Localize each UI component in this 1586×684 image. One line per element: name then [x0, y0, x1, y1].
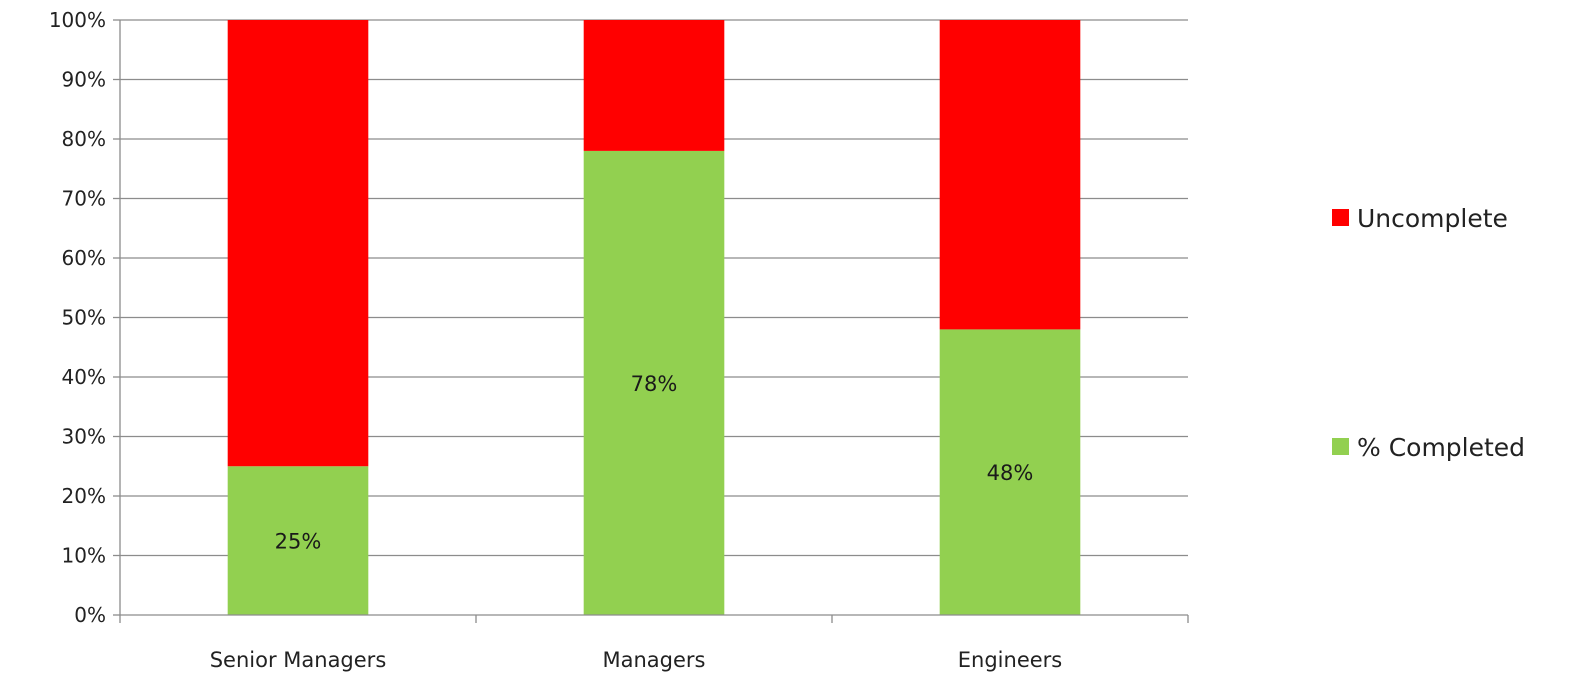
legend-swatch	[1332, 438, 1349, 455]
y-tick-label: 50%	[62, 306, 106, 330]
x-tick-label: Engineers	[958, 648, 1062, 672]
y-tick-label: 80%	[62, 127, 106, 151]
legend-label: % Completed	[1357, 433, 1525, 462]
bar-uncomplete	[583, 20, 725, 151]
legend-swatch	[1332, 209, 1349, 226]
bar-completed	[583, 150, 725, 615]
data-label: 25%	[275, 530, 322, 554]
y-tick-label: 10%	[62, 544, 106, 568]
data-label: 78%	[631, 372, 678, 396]
data-label: 48%	[987, 461, 1034, 485]
bar-uncomplete	[939, 20, 1081, 330]
y-tick-label: 70%	[62, 187, 106, 211]
y-tick-label: 60%	[62, 246, 106, 270]
bar-completed	[227, 466, 369, 615]
y-tick-label: 20%	[62, 484, 106, 508]
y-tick-label: 90%	[62, 68, 106, 92]
labels: 0% 10% 20% 30% 40% 50% 60% 70% 80% 90% 100% 25% Seni…	[49, 8, 1062, 672]
x-tick-label: Senior Managers	[210, 648, 387, 672]
y-tick-label: 40%	[62, 365, 106, 389]
legend: Uncomplete % Completed	[1332, 204, 1525, 462]
legend-label: Uncomplete	[1357, 204, 1508, 233]
y-tick-label: 0%	[74, 603, 106, 627]
bar-uncomplete	[227, 20, 369, 467]
y-tick-label: 30%	[62, 425, 106, 449]
x-tick-label: Managers	[603, 648, 706, 672]
bar-completed	[939, 329, 1081, 615]
bars	[227, 20, 1081, 615]
y-tick-label: 100%	[49, 8, 106, 32]
axes	[113, 19, 1189, 623]
